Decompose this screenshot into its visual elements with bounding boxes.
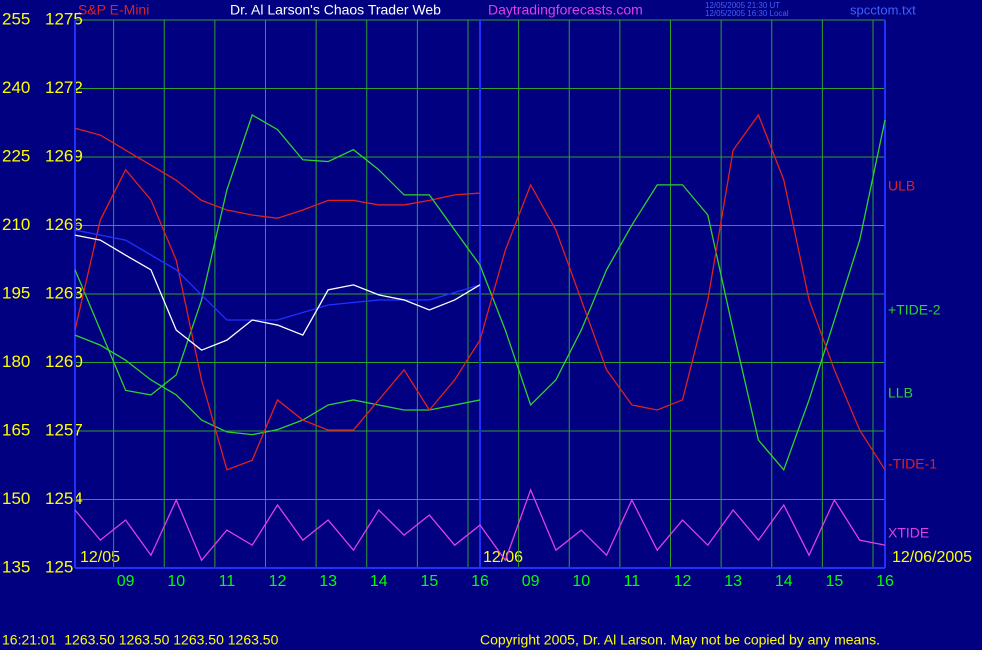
series-line xyxy=(74,334,481,436)
header-file: spcctom.txt xyxy=(850,2,916,17)
y2-tick-label: 1275 xyxy=(45,9,83,28)
x-tick-label: 12 xyxy=(269,573,287,590)
legend-label: XTIDE xyxy=(888,525,929,541)
series-line xyxy=(74,488,886,562)
series-line xyxy=(74,113,886,471)
y2-tick-label: 1260 xyxy=(45,352,83,371)
y2-tick-label: 1266 xyxy=(45,215,83,234)
y-tick-label: 165 xyxy=(2,420,30,439)
header-time-local: 12/05/2005 16:30 Local xyxy=(705,9,789,18)
legend-label: +TIDE-2 xyxy=(888,302,941,318)
x-tick-label: 10 xyxy=(572,573,590,590)
y-tick-label: 195 xyxy=(2,283,30,302)
date-label: 12/05 xyxy=(80,549,120,566)
x-tick-label: 13 xyxy=(319,573,337,590)
legend-label: ULB xyxy=(888,178,915,194)
header-time-ut: 12/05/2005 21:30 UT xyxy=(705,1,780,10)
x-tick-label: 16 xyxy=(471,573,489,590)
legend-label: -TIDE-1 xyxy=(888,456,937,472)
series-line xyxy=(74,234,481,351)
y-tick-label: 210 xyxy=(2,215,30,234)
series-line xyxy=(74,114,886,472)
x-tick-label: 14 xyxy=(775,573,793,590)
x-tick-label: 09 xyxy=(117,573,135,590)
header-site: Daytradingforecasts.com xyxy=(488,2,643,18)
series-line xyxy=(74,229,481,321)
y2-tick-label: 125 xyxy=(45,557,73,576)
symbol: S&P E-Mini xyxy=(78,2,149,18)
y-tick-label: 150 xyxy=(2,489,30,508)
y2-tick-label: 1269 xyxy=(45,146,83,165)
series-line xyxy=(74,127,481,219)
y-tick-label: 240 xyxy=(2,78,30,97)
x-tick-label: 11 xyxy=(219,573,236,590)
x-tick-label: 09 xyxy=(522,573,540,590)
y-tick-label: 180 xyxy=(2,352,30,371)
x-tick-label: 14 xyxy=(370,573,388,590)
y-tick-label: 255 xyxy=(2,9,30,28)
x-tick-label: 16 xyxy=(876,573,894,590)
header-title: Dr. Al Larson's Chaos Trader Web xyxy=(230,2,441,18)
y-tick-label: 225 xyxy=(2,146,30,165)
footer-copyright: Copyright 2005, Dr. Al Larson. May not b… xyxy=(480,632,880,648)
legend-label: LLB xyxy=(888,385,913,401)
y2-tick-label: 1257 xyxy=(45,420,83,439)
x-tick-label: 15 xyxy=(420,573,438,590)
y2-tick-label: 1272 xyxy=(45,78,83,97)
x-tick-label: 10 xyxy=(167,573,185,590)
x-tick-label: 15 xyxy=(825,573,843,590)
x-tick-label: 12 xyxy=(674,573,692,590)
footer-quote: 16:21:01 1263.50 1263.50 1263.50 1263.50 xyxy=(2,632,279,648)
date-label: 12/06/2005 xyxy=(892,549,972,566)
y-tick-label: 135 xyxy=(2,557,30,576)
x-tick-label: 13 xyxy=(724,573,742,590)
y2-tick-label: 1263 xyxy=(45,283,83,302)
y2-tick-label: 1254 xyxy=(45,489,83,508)
x-tick-label: 11 xyxy=(624,573,641,590)
